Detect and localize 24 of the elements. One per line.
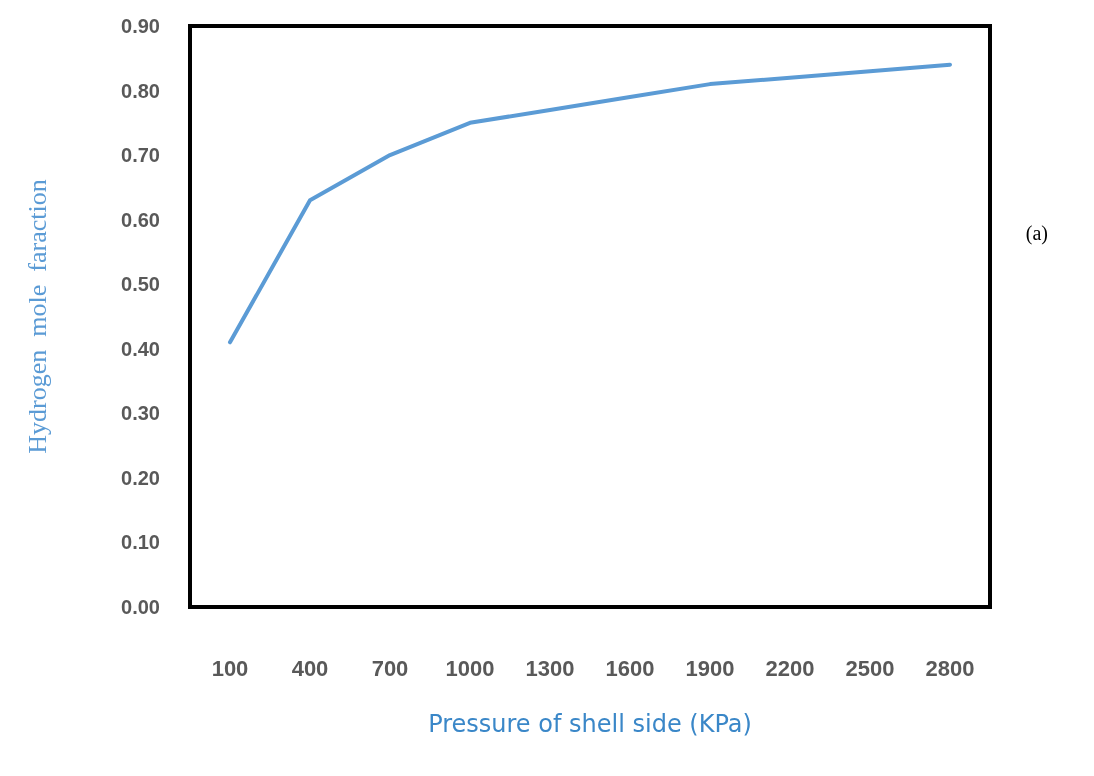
- y-tick-label: 0.80: [121, 79, 160, 102]
- x-tick-label: 1900: [685, 655, 735, 681]
- y-tick-label: 0.20: [121, 466, 160, 489]
- y-tick-label: 0.90: [121, 15, 160, 37]
- x-tick-label: 700: [371, 655, 409, 681]
- y-tick-label: 0.10: [121, 531, 160, 554]
- y-tick-label: 0.30: [121, 402, 160, 425]
- line-series: [228, 62, 952, 345]
- y-tick-label: 0.70: [121, 144, 160, 167]
- x-tick-label: 400: [291, 655, 329, 681]
- x-axis-title: Pressure of shell side (KPa): [428, 710, 752, 738]
- x-tick-label: 1600: [605, 655, 655, 681]
- y-tick-label: 0.00: [121, 596, 160, 618]
- text: (a): [1025, 222, 1049, 245]
- x-tick-label: 2500: [845, 655, 895, 681]
- y-axis-title: Hydrogen mole faraction: [22, 179, 52, 454]
- x-tick-label: 1000: [445, 655, 495, 681]
- y-tick-label: 0.40: [121, 337, 160, 360]
- y-tick-label: 0.50: [121, 273, 160, 296]
- x-tick-label: 2800: [925, 655, 975, 681]
- x-tick-label: 100: [211, 655, 249, 681]
- x-tick-label: 2200: [765, 655, 815, 681]
- y-tick-label: 0.60: [121, 208, 160, 231]
- x-tick-label: 1300: [525, 655, 575, 681]
